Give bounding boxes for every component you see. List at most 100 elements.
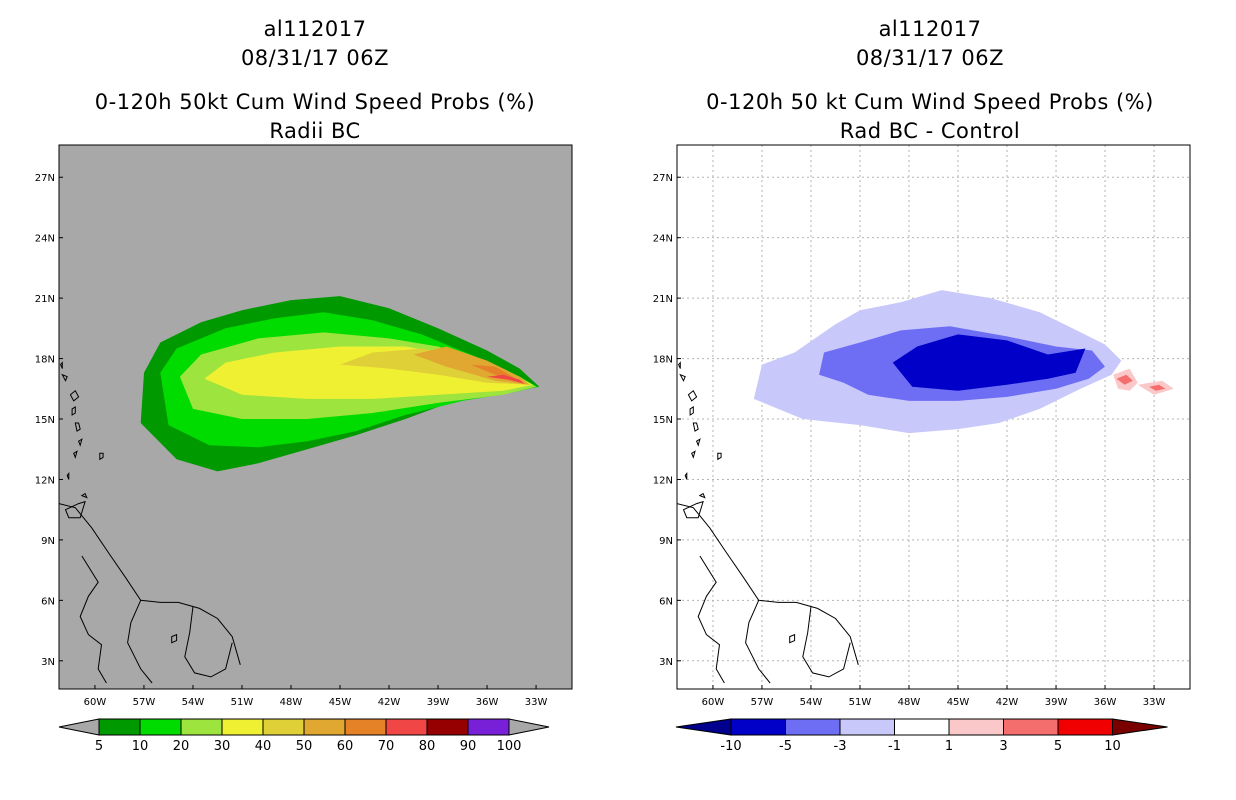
- right-island-9: [679, 373, 686, 382]
- left-colorbar-label-2: 20: [173, 739, 190, 754]
- right-colorbar-swatch-3: [894, 718, 950, 736]
- left-ytick-label-15N: 15N: [35, 415, 55, 426]
- right-colorbar-label-7: 10: [1104, 739, 1121, 754]
- right-xtick-label-51W: 51W: [849, 697, 872, 708]
- left-colorbar-label-6: 60: [337, 739, 354, 754]
- right-island-6: [684, 471, 688, 480]
- left-colorbar-label-7: 70: [378, 739, 395, 754]
- right-colorbar-label-4: 1: [945, 739, 953, 754]
- left-colorbar-label-10: 100: [497, 739, 522, 754]
- left-xtick-label-54W: 54W: [182, 697, 205, 708]
- left-colorbar-label-9: 90: [460, 739, 477, 754]
- right-title-line4: Rad BC - Control: [839, 119, 1021, 143]
- left-island-5: [99, 452, 104, 461]
- right-island-3: [695, 438, 701, 447]
- left-xtick-label-57W: 57W: [133, 697, 156, 708]
- right-contour--5-2: [892, 334, 1086, 391]
- left-island-7: [64, 500, 86, 519]
- left-island-11: [171, 633, 178, 644]
- left-colorbar-under-arrow: [58, 718, 100, 736]
- left-colorbar-label-5: 50: [296, 739, 313, 754]
- left-xtick-label-48W: 48W: [280, 697, 303, 708]
- left-colorbar-label-0: 5: [95, 739, 103, 754]
- right-colorbar-under-arrow: [675, 718, 732, 736]
- right-ytick-label-3N: 3N: [659, 657, 673, 668]
- right-island-4: [691, 450, 696, 459]
- left-contour-70-7: [487, 374, 525, 384]
- left-colorbar-swatch-3: [221, 718, 264, 736]
- left-colorbar-swatch-1: [139, 718, 182, 736]
- left-colorbar-swatch-9: [467, 718, 510, 736]
- right-contour-3-5: [1116, 374, 1133, 385]
- right-ytick-label-21N: 21N: [653, 294, 673, 305]
- left-island-0: [69, 390, 80, 402]
- right-border-venezuela-guyana: [697, 555, 725, 684]
- left-island-2: [74, 422, 81, 432]
- right-ytick-label-9N: 9N: [659, 536, 673, 547]
- right-ytick-label-6N: 6N: [659, 596, 673, 607]
- right-colorbar-label-3: -1: [888, 739, 901, 754]
- right-colorbar-swatch-5: [1003, 718, 1059, 736]
- left-ytick-label-27N: 27N: [35, 173, 55, 184]
- left-xtick-label-36W: 36W: [476, 697, 499, 708]
- left-island-8: [80, 492, 88, 499]
- left-colorbar-swatch-6: [344, 718, 387, 736]
- left-map-frame: [58, 144, 573, 690]
- left-colorbar-label-8: 80: [419, 739, 436, 754]
- right-xtick-label-60W: 60W: [702, 697, 725, 708]
- left-title-line2: 08/31/17 06Z: [240, 46, 390, 70]
- right-xtick-label-45W: 45W: [947, 697, 970, 708]
- left-colorbar-swatch-8: [426, 718, 469, 736]
- left-colorbar-swatch-4: [262, 718, 305, 736]
- right-contour-3-6: [1149, 384, 1166, 391]
- right-island-0: [687, 390, 698, 402]
- left-colorbar-label-3: 30: [214, 739, 231, 754]
- left-island-4: [73, 450, 78, 459]
- right-border-guyana-suriname: [745, 600, 771, 684]
- left-island-10: [60, 361, 63, 369]
- left-colorbar: 5 10 20 30 40 50 60 70 80 90 100: [58, 718, 550, 754]
- right-xtick-label-54W: 54W: [800, 697, 823, 708]
- left-map-panel: 60W 57W 54W 51W 48W 45W 42W 39W 36W 33W 3N 6N 9N 12N 1…: [35, 144, 573, 754]
- right-island-7: [682, 500, 704, 519]
- right-ytick-label-12N: 12N: [653, 475, 673, 486]
- left-xtick-label-39W: 39W: [427, 697, 450, 708]
- right-colorbar-label-6: 5: [1054, 739, 1062, 754]
- left-ytick-label-24N: 24N: [35, 234, 55, 245]
- left-border-venezuela-guyana: [79, 555, 107, 684]
- right-island-5: [717, 452, 722, 461]
- left-xtick-label-51W: 51W: [231, 697, 254, 708]
- left-contours: [140, 296, 540, 472]
- left-island-3: [77, 438, 83, 447]
- right-island-2: [692, 422, 699, 432]
- left-ytick-label-12N: 12N: [35, 475, 55, 486]
- left-title-line4: Radii BC: [269, 119, 361, 143]
- left-border-suriname-guiana: [184, 606, 233, 678]
- left-xtick-label-33W: 33W: [525, 697, 548, 708]
- right-ytick-label-15N: 15N: [653, 415, 673, 426]
- right-ytick-label-18N: 18N: [653, 355, 673, 366]
- left-xtick-label-45W: 45W: [329, 697, 352, 708]
- right-island-11: [789, 633, 796, 644]
- left-colorbar-swatch-7: [385, 718, 428, 736]
- right-colorbar-swatch-6: [1057, 718, 1113, 736]
- left-title-line1: al112017: [263, 17, 367, 41]
- left-colorbar-swatch-5: [303, 718, 346, 736]
- right-ytick-label-24N: 24N: [653, 234, 673, 245]
- right-title-line2: 08/31/17 06Z: [855, 46, 1005, 70]
- right-coastline-south-america: [677, 503, 859, 665]
- right-border-suriname-guiana: [802, 606, 851, 678]
- right-colorbar-swatch-1: [785, 718, 841, 736]
- left-ytick-label-18N: 18N: [35, 355, 55, 366]
- left-title-line3: 0-120h 50kt Cum Wind Speed Probs (%): [94, 90, 536, 114]
- right-map-panel: 60W 57W 54W 51W 48W 45W 42W 39W 36W 33W 3N 6N 9N 12N 1…: [653, 144, 1191, 754]
- right-ytick-label-27N: 27N: [653, 173, 673, 184]
- left-island-1: [71, 405, 76, 416]
- left-ytick-label-3N: 3N: [41, 657, 55, 668]
- left-border-guyana-suriname: [127, 600, 153, 684]
- right-island-8: [698, 492, 706, 499]
- left-ytick-label-9N: 9N: [41, 536, 55, 547]
- left-xtick-label-60W: 60W: [84, 697, 107, 708]
- right-colorbar: -10 -5 -3 -1 1 3 5 10: [675, 718, 1168, 754]
